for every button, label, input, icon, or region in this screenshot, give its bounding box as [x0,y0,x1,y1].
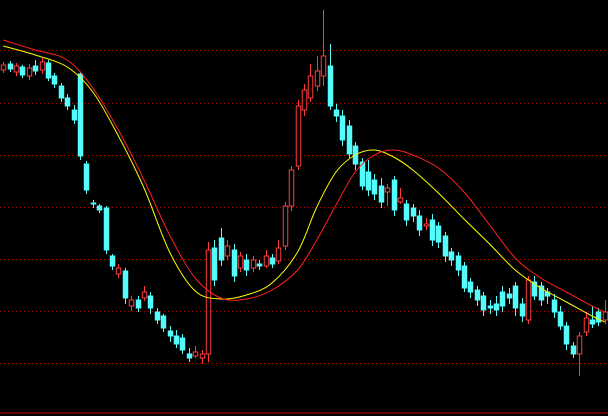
candle-body [231,249,238,277]
candle-body [416,215,423,231]
candle-body [275,247,282,262]
candle-body [487,305,494,309]
candle-body [51,75,58,85]
candle-body [83,163,90,191]
candle-body [64,97,71,107]
candle-body [583,317,590,333]
candle-body [167,330,174,337]
candle-body [256,263,263,267]
candle-body [147,295,154,309]
candle-body [115,267,122,275]
candle-body [243,259,250,271]
candle-body [365,171,372,191]
candle-body [7,63,14,70]
candle-body [429,219,436,241]
candle-body [141,291,148,299]
candle-body [435,225,442,243]
candle-body [26,67,33,77]
candle-body [531,281,538,297]
candle-body [218,237,225,261]
candle-body [179,337,186,351]
candle-body [263,255,270,267]
candle-body [307,75,314,99]
candle-body [90,202,97,205]
candle-body [269,257,276,265]
candle-body [551,299,558,313]
candle-body [371,179,378,195]
candle-body [410,207,417,217]
candle-body [77,73,84,157]
candle-body [346,125,353,155]
moving-average-line [3,39,606,313]
candle-body [378,185,385,203]
candle-body [237,255,244,269]
candle-body [13,65,20,73]
candle-body [333,109,340,117]
candle-body [403,203,410,221]
candle-body [192,351,199,357]
candle-body [103,207,110,251]
candle-body [339,115,346,141]
candle-body [314,70,321,87]
candle-body [96,205,103,211]
candle-body [448,251,455,261]
candle-body [135,299,142,309]
candle-body [295,105,302,167]
candle-body [128,299,135,307]
candle-body [288,169,295,207]
candle-body [320,55,327,77]
candle-body [45,62,52,79]
candle-body [359,161,366,187]
candle-body [211,247,218,281]
candle-body [461,265,468,289]
candle-body [205,249,212,355]
candle-body [538,285,545,301]
candle-body [442,235,449,257]
candle-body [384,187,391,193]
candle-body [39,61,46,71]
candle-body [467,281,474,293]
candle-body [480,295,487,311]
candle-body [109,255,116,267]
candle-body [576,335,583,355]
candle-body [391,179,398,211]
candle-body [0,64,7,71]
candle-body [493,303,500,311]
candle-body [474,289,481,301]
candle-body [557,311,564,327]
candle-body [154,311,161,321]
candle-body [563,325,570,345]
candle-body [224,245,231,257]
candle-body [327,65,334,107]
candle-body [122,270,129,299]
candle-body [160,315,167,329]
candle-body [519,303,526,317]
candle-body [423,223,430,227]
candle-body [455,255,462,271]
candle-body [282,205,289,247]
candle-body [595,311,602,323]
candle-body [58,85,65,99]
candle-body [199,353,206,359]
candle-body [570,345,577,355]
candle-body [602,311,608,321]
candle-body [71,109,78,121]
candle-body [19,66,26,76]
candle-body [173,335,180,345]
candle-body [301,89,308,111]
candle-body [499,291,506,307]
candle-body [512,285,519,309]
candle-body [32,65,39,72]
candle-body [397,197,404,203]
candle-body [525,279,532,321]
moving-average-line [3,45,606,323]
candle-body [250,259,257,269]
candle-body [589,319,596,325]
candle-body [186,353,193,359]
candle-body [506,293,513,299]
